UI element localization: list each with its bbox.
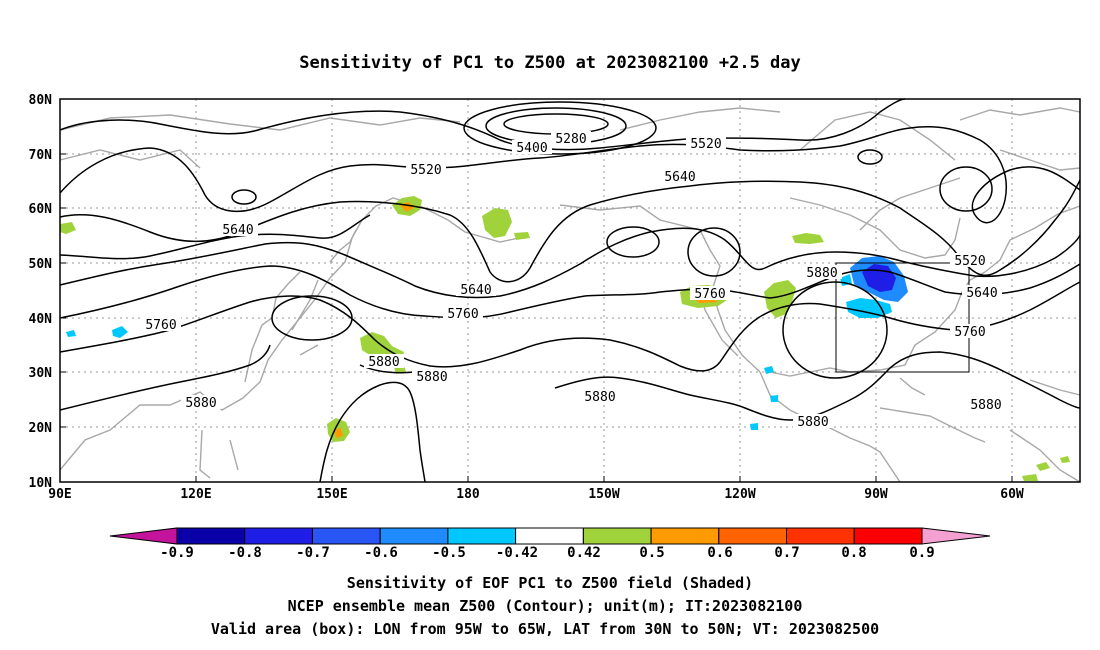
colorbar-label: 0.7	[774, 545, 799, 561]
contour-label: 5640	[966, 286, 997, 301]
figure-title: Sensitivity of PC1 to Z500 at 2023082100…	[299, 53, 801, 73]
lat-label: 20N	[29, 421, 53, 436]
contour-label: 5400	[516, 141, 547, 156]
lat-label: 40N	[29, 312, 53, 327]
negative-sensitivity-area	[750, 423, 758, 430]
colorbar-label: -0.42	[496, 545, 538, 561]
lat-label: 70N	[29, 148, 53, 163]
colorbar-label: -0.5	[432, 545, 466, 561]
lat-label: 30N	[29, 366, 53, 381]
colorbar-label: -0.6	[364, 545, 398, 561]
lat-label: 10N	[29, 476, 53, 491]
lon-label: 90E	[48, 487, 71, 502]
contour-label: 5520	[690, 137, 721, 152]
map-frame	[59, 98, 1081, 483]
contour-label: 5760	[694, 287, 725, 302]
negative-sensitivity-area	[66, 330, 76, 337]
contour-label: 5880	[368, 355, 399, 370]
orange-sensitivity-area	[334, 428, 343, 438]
colorbar-label: 0.5	[639, 545, 664, 561]
contour-label: 5760	[145, 318, 176, 333]
lon-label: 60W	[1000, 487, 1024, 502]
lon-label: 120W	[724, 487, 755, 502]
positive-sensitivity-area	[792, 233, 824, 244]
colorbar-bin	[312, 527, 381, 545]
contour-label: 5520	[954, 254, 985, 269]
colorbar-bin	[853, 527, 923, 545]
negative-sensitivity-area	[112, 326, 128, 338]
contour-label: 5880	[970, 398, 1001, 413]
negative-sensitivity-area	[846, 298, 892, 318]
colorbar-bin	[515, 527, 584, 545]
contour-label: 5640	[664, 170, 695, 185]
negative-sensitivity-area	[770, 395, 778, 402]
colorbar-label: -0.7	[296, 545, 330, 561]
colorbar-label: -0.8	[228, 545, 262, 561]
lat-label: 80N	[29, 93, 53, 108]
valid-area-box	[835, 262, 970, 373]
colorbar-bin	[650, 527, 720, 545]
positive-sensitivity-area	[1022, 474, 1038, 481]
contour-label: 5640	[222, 223, 253, 238]
colorbar-bin	[447, 527, 517, 545]
colorbar-bin	[244, 527, 313, 545]
contour-value-labels: 5280 5400 5520 5520 5640 5640 5640 5520 …	[141, 131, 1006, 430]
contour-label: 5520	[410, 163, 441, 178]
caption-line: NCEP ensemble mean Z500 (Contour); unit(…	[288, 597, 803, 615]
caption-line: Valid area (box): LON from 95W to 65W, L…	[211, 620, 879, 638]
colorbar-bin	[718, 527, 787, 545]
lon-label: 120E	[180, 487, 211, 502]
contour-label: 5880	[584, 390, 615, 405]
axis-ticks	[60, 153, 1013, 482]
positive-sensitivity-area	[1036, 462, 1050, 471]
positive-sensitivity-area	[1060, 456, 1070, 463]
colorbar-label: 0.8	[841, 545, 866, 561]
colorbar-label: 0.42	[567, 545, 601, 561]
positive-sensitivity-area	[514, 232, 530, 240]
lat-label: 50N	[29, 257, 53, 272]
lon-label: 150E	[316, 487, 347, 502]
contour-label: 5880	[185, 396, 216, 411]
colorbar-label: 0.6	[707, 545, 732, 561]
z500-contours	[59, 98, 1081, 483]
lon-label: 90W	[864, 487, 888, 502]
colorbar-bin	[786, 527, 855, 545]
colorbar-label: -0.9	[160, 545, 194, 561]
lat-label: 60N	[29, 202, 53, 217]
negative-sensitivity-area	[764, 366, 774, 374]
contour-label: 5880	[806, 266, 837, 281]
contour-label: 5880	[416, 370, 447, 385]
colorbar	[109, 527, 991, 545]
contour-label: 5760	[954, 325, 985, 340]
lon-label: 180	[456, 487, 480, 502]
colorbar-bin	[176, 527, 246, 545]
colorbar-label: 0.9	[909, 545, 934, 561]
contour-label: 5880	[797, 415, 828, 430]
caption-line: Sensitivity of EOF PC1 to Z500 field (Sh…	[347, 574, 753, 592]
contour-label: 5640	[460, 283, 491, 298]
colorbar-upper-extension	[921, 527, 991, 545]
contour-label: 5760	[447, 307, 478, 322]
colorbar-bin	[582, 527, 652, 545]
positive-sensitivity-area	[482, 208, 512, 238]
colorbar-lower-extension	[109, 527, 178, 545]
map-panel: 5280 5400 5520 5520 5640 5640 5640 5520 …	[29, 93, 1081, 502]
lon-label: 150W	[588, 487, 619, 502]
contour-label: 5280	[555, 132, 586, 147]
positive-sensitivity-area	[60, 222, 76, 234]
colorbar-bin	[379, 527, 449, 545]
